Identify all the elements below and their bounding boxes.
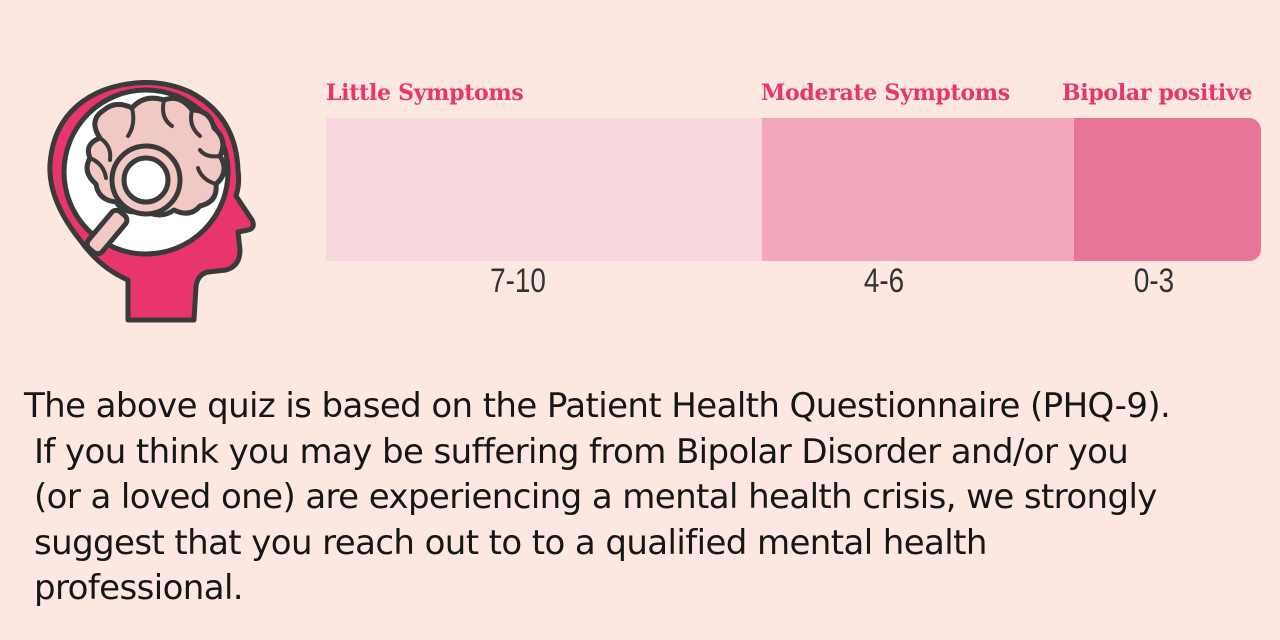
disclaimer-line: The above quiz is based on the Patient H… [24,386,1171,426]
little-symptoms-range: 7-10 [490,262,546,300]
bipolar-positive-range: 0-3 [1133,262,1175,300]
bipolar-positive-label: Bipolar positive [1062,80,1253,106]
little-symptoms-label: Little Symptoms [326,80,524,106]
moderate-symptoms-range: 4-6 [863,262,905,300]
little-symptoms-segment [326,118,762,261]
head-brain-magnifier-icon [47,80,256,323]
symptom-scale-bar [326,118,1261,261]
disclaimer-text: The above quiz is based on the Patient H… [24,384,1264,612]
disclaimer-line: (or a loved one) are experiencing a ment… [34,477,1157,517]
moderate-symptoms-label: Moderate Symptoms [761,80,1010,106]
moderate-symptoms-segment [762,118,1074,261]
disclaimer-line: suggest that you reach out to to a quali… [34,522,987,563]
bipolar-positive-segment [1074,118,1261,261]
disclaimer-line: professional. [34,568,244,608]
disclaimer-line: If you think you may be suffering from B… [34,431,1129,472]
